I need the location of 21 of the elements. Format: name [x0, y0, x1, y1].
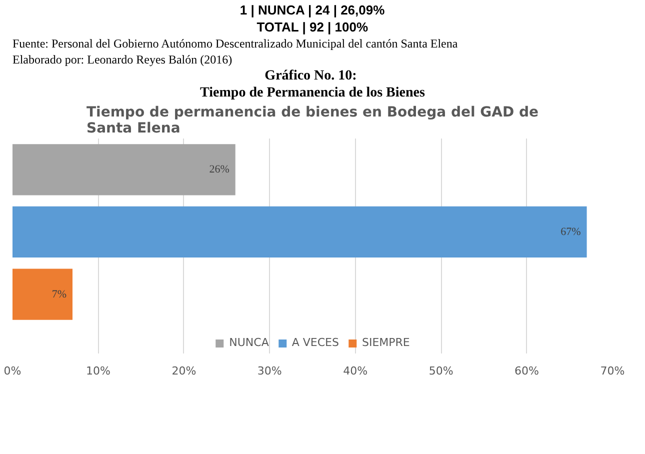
x-tick-label: 0% [4, 364, 22, 378]
x-tick-label: 60% [514, 364, 540, 378]
text: Tiempo de Permanencia de los Bienes [200, 86, 426, 100]
x-tick-label: 40% [343, 364, 368, 378]
legend-label: SIEMPRE [362, 336, 410, 349]
legend-label: A VECES [292, 336, 339, 349]
x-tick-label: 50% [428, 364, 454, 378]
data-label: 67% [560, 226, 581, 238]
text: Elaborado por: Leonardo Reyes Balón (2016) [12, 52, 232, 66]
x-tick-label: 30% [257, 364, 282, 378]
legend-label: NUNCA [229, 336, 269, 349]
x-tick-label: 20% [172, 364, 196, 378]
data-label: 26% [209, 164, 230, 176]
x-tick-label: 10% [86, 364, 110, 378]
text: Gráfico No. 10: [264, 68, 357, 84]
source-note: Fuente: Personal del Gobierno Autónomo Descentralizado Municipal del cantón Santa Elena [12, 36, 458, 50]
text: TOTAL | 92 | 100% [256, 20, 368, 34]
text: 1 | NUNCA | 24 | 26,09% [240, 2, 386, 18]
chart-title: Tiempo de permanencia de bienes en Bodega del GAD de Santa Elena [86, 104, 539, 136]
data-label: 7% [52, 288, 67, 300]
x-tick-label: 70% [600, 364, 625, 378]
